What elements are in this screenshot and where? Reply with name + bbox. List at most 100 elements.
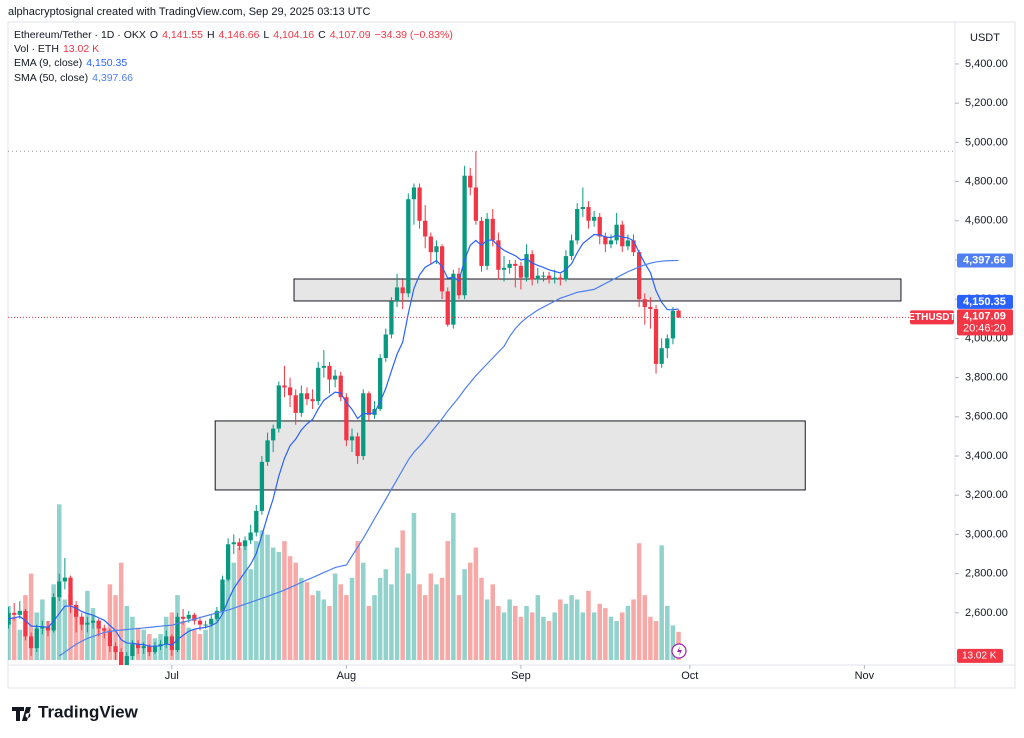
volume-bar [501, 612, 507, 660]
volume-bar [287, 556, 293, 660]
volume-bar [490, 584, 496, 660]
volume-bar [445, 541, 450, 660]
candle-body [68, 577, 73, 606]
volume-bar [580, 612, 586, 660]
volume-bar [214, 612, 220, 660]
candle-body [203, 624, 208, 626]
volume-bar [73, 605, 79, 660]
candle-body [248, 532, 253, 541]
volume-bar [665, 605, 670, 660]
legend-series-value: 4,150.35 [86, 57, 127, 69]
candle-body [299, 393, 304, 413]
candle-body [530, 254, 535, 280]
candle-body [349, 436, 355, 441]
legend-value: 4,141.55 [162, 29, 203, 41]
candle-body [400, 287, 405, 294]
candle-body [107, 630, 113, 647]
price-tag-value: 4,107.09 [963, 310, 1006, 322]
price-tag-bg [957, 309, 1013, 336]
volume-tag-bg [957, 648, 1003, 663]
candle-body [327, 365, 332, 380]
volume-bar [90, 608, 96, 660]
candle-body [220, 579, 225, 611]
volume-bar [439, 577, 445, 660]
candle-body [28, 636, 34, 649]
plot-area [8, 150, 955, 665]
candle-body [214, 610, 220, 619]
logo-text: TradingView [38, 702, 139, 721]
volume-bar [451, 512, 456, 660]
volume-bar [349, 577, 355, 660]
candle-body [102, 628, 107, 631]
volume-bar [400, 530, 405, 660]
volume-bar [197, 634, 203, 660]
candle-body [62, 577, 68, 582]
candle-body [344, 397, 349, 441]
legend-key: C [318, 29, 326, 41]
candle-body [546, 275, 552, 280]
candle-body [591, 216, 597, 221]
volume-bar [113, 595, 118, 660]
candle-body [130, 644, 135, 656]
candle-body [558, 277, 563, 280]
candle-body [637, 252, 642, 300]
candle-body [394, 287, 400, 302]
volume-bar [462, 569, 467, 660]
candle-body [186, 614, 191, 619]
candle-body [197, 620, 203, 625]
candle-body [676, 310, 681, 318]
volume-bar [186, 627, 191, 660]
volume-bar [321, 599, 327, 660]
legend-key: H [207, 29, 215, 41]
volume-bar [411, 512, 417, 660]
volume-bar [563, 603, 569, 660]
candle-body [513, 263, 518, 266]
volume-bar [338, 584, 343, 660]
candle-body [135, 644, 141, 649]
volume-bar [124, 605, 130, 660]
candle-body [237, 542, 242, 547]
zone-box [214, 420, 806, 491]
symbol-tag: ETHUSDT [908, 312, 955, 323]
volume-bar [428, 573, 434, 660]
volume-bar [315, 590, 321, 660]
candle-body [79, 616, 84, 625]
candle-body [620, 224, 625, 247]
candle-body [12, 612, 17, 615]
volume-bar [270, 547, 276, 660]
candle-body [304, 393, 310, 400]
volume-bar [631, 599, 636, 660]
sma-tag: 4,397.66 [963, 254, 1006, 266]
volume-bar [591, 612, 597, 660]
y-tick-label: 2,800.00 [965, 568, 1008, 580]
candle-body [259, 461, 265, 511]
volume-bar [406, 573, 411, 660]
legend-change: −34.39 (−0.83%) [375, 29, 453, 41]
candle-body [180, 616, 186, 619]
volume-bar [558, 599, 563, 660]
volume-bar [259, 530, 265, 660]
candle-body [192, 614, 197, 621]
candle-body [389, 301, 394, 335]
legend-series-value: 4,397.66 [92, 72, 133, 84]
volume-bar [203, 629, 208, 660]
candle-body [355, 436, 360, 457]
candle-body [569, 240, 574, 257]
candle-body [496, 240, 501, 270]
volume-bar [574, 599, 580, 660]
legend-volume-name: Vol · ETH [14, 43, 59, 55]
y-tick-label: 3,800.00 [965, 372, 1008, 384]
y-tick-label: 5,400.00 [965, 58, 1008, 70]
volume-bar [389, 584, 394, 660]
candle-body [535, 275, 540, 280]
candle-body [563, 256, 569, 280]
candle-body [124, 655, 129, 665]
candle-body [406, 199, 411, 294]
volume-bar [456, 595, 462, 660]
volume-bar [79, 616, 85, 660]
candle-body [625, 240, 631, 247]
volume-bar [422, 595, 428, 660]
legend-value: 4,107.09 [330, 29, 371, 41]
candle-body [670, 310, 676, 339]
logo: TradingView [12, 702, 139, 721]
